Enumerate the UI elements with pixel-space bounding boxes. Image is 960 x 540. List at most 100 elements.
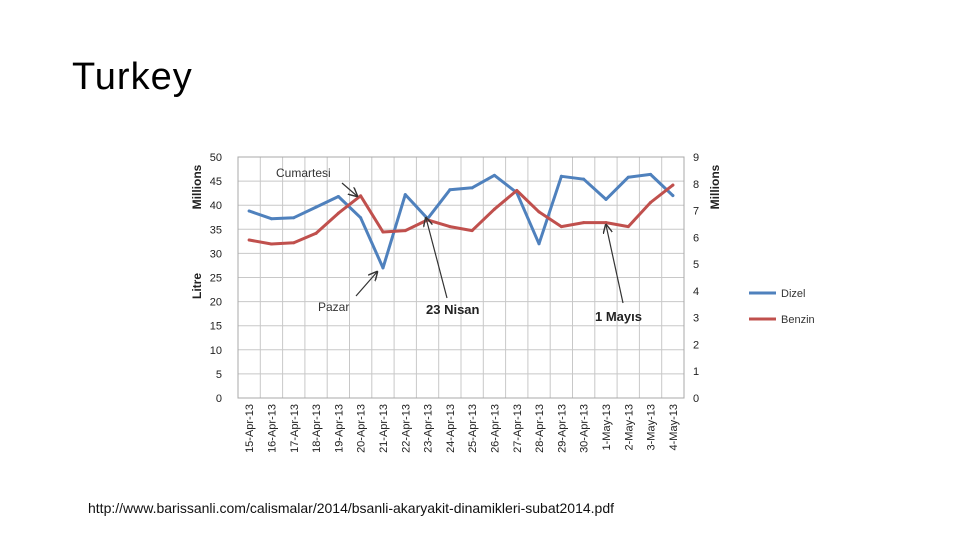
data-point-dizel [381, 266, 385, 270]
legend-dizel-label: Dizel [781, 288, 805, 300]
data-point-benzin [626, 225, 630, 229]
annotation-23-nisan-arrow [426, 218, 448, 299]
annotation-1-mayis-arrow [606, 225, 624, 304]
x-tick-label: 1-May-13 [601, 404, 613, 450]
left-tick-label: 30 [210, 248, 222, 260]
series-layer [247, 172, 675, 270]
data-point-dizel [626, 175, 630, 179]
x-tick-label: 2-May-13 [623, 404, 635, 450]
data-point-benzin [582, 221, 586, 225]
x-tick-label: 19-Apr-13 [333, 404, 345, 453]
x-tick-label: 22-Apr-13 [400, 404, 412, 453]
data-point-dizel [336, 195, 340, 199]
right-axis-unit: Millions [708, 164, 722, 209]
x-tick-label: 3-May-13 [646, 404, 658, 450]
x-tick-label: 15-Apr-13 [244, 404, 256, 453]
plot-frame [237, 156, 685, 399]
left-tick-label: 20 [210, 297, 222, 309]
data-point-dizel [448, 188, 452, 192]
data-point-dizel [559, 174, 563, 178]
x-tick-label: 23-Apr-13 [423, 404, 435, 453]
data-point-dizel [671, 194, 675, 198]
source-link[interactable]: http://www.barissanli.com/calismalar/201… [88, 500, 615, 516]
data-point-benzin [314, 231, 318, 235]
right-tick-label: 0 [693, 393, 699, 405]
right-tick-label: 1 [693, 366, 699, 378]
x-tick-label: 25-Apr-13 [467, 404, 479, 453]
data-point-benzin [336, 211, 340, 215]
data-point-benzin [247, 238, 251, 242]
data-point-benzin [559, 225, 563, 229]
data-point-benzin [470, 229, 474, 233]
left-tick-label: 0 [216, 393, 222, 405]
right-tick-label: 9 [693, 152, 699, 164]
data-point-dizel [582, 177, 586, 181]
data-point-dizel [604, 197, 608, 201]
data-point-benzin [359, 194, 363, 198]
x-tick-label: 21-Apr-13 [378, 404, 390, 453]
left-axis: 0 5 10 15 20 25 30 35 40 45 50 [210, 152, 222, 405]
left-tick-label: 40 [210, 200, 222, 212]
data-point-benzin [537, 210, 541, 214]
right-tick-label: 6 [693, 232, 699, 244]
data-point-benzin [492, 207, 496, 211]
data-point-benzin [448, 225, 452, 229]
x-tick-label: 4-May-13 [668, 404, 680, 450]
x-tick-label: 20-Apr-13 [356, 404, 368, 453]
right-tick-label: 4 [693, 286, 699, 298]
right-axis: 0 1 2 3 4 5 6 7 8 9 [693, 152, 699, 405]
left-tick-label: 45 [210, 176, 222, 188]
data-point-dizel [492, 173, 496, 177]
annotation-cumartesi: Cumartesi [276, 166, 331, 180]
x-tick-label: 18-Apr-13 [311, 404, 323, 453]
data-point-benzin [649, 201, 653, 205]
x-axis: 15-Apr-13 16-Apr-13 17-Apr-13 18-Apr-13 19-A… [244, 404, 680, 453]
x-tick-label: 27-Apr-13 [512, 404, 524, 453]
left-tick-label: 10 [210, 345, 222, 357]
data-point-benzin [671, 183, 675, 187]
series-line-dizel [247, 172, 675, 270]
legend-benzin-label: Benzin [781, 314, 815, 326]
data-point-dizel [314, 205, 318, 209]
data-point-dizel [403, 193, 407, 197]
annotation-23-nisan: 23 Nisan [426, 302, 480, 317]
data-point-benzin [515, 188, 519, 192]
right-tick-label: 8 [693, 179, 699, 191]
annotation-1-mayis: 1 Mayıs [595, 309, 642, 324]
x-tick-label: 29-Apr-13 [556, 404, 568, 453]
chart-grid [237, 156, 685, 399]
data-point-dizel [649, 172, 653, 176]
data-point-benzin [403, 229, 407, 233]
right-tick-label: 2 [693, 339, 699, 351]
left-tick-label: 35 [210, 224, 222, 236]
data-point-dizel [247, 209, 251, 213]
data-point-benzin [292, 241, 296, 245]
data-point-dizel [537, 242, 541, 246]
left-axis-title: Litre [190, 273, 204, 299]
data-point-benzin [269, 242, 273, 246]
annotation-cumartesi-arrow [341, 182, 357, 196]
x-tick-label: 16-Apr-13 [266, 404, 278, 453]
x-tick-label: 30-Apr-13 [579, 404, 591, 453]
legend: Dizel Benzin [749, 288, 815, 326]
right-tick-label: 5 [693, 259, 699, 271]
right-tick-label: 3 [693, 313, 699, 325]
data-point-dizel [292, 216, 296, 220]
left-tick-label: 25 [210, 273, 222, 285]
data-point-benzin [604, 221, 608, 225]
data-point-dizel [269, 217, 273, 221]
x-tick-label: 26-Apr-13 [489, 404, 501, 453]
data-point-dizel [470, 186, 474, 190]
x-tick-label: 24-Apr-13 [445, 404, 457, 453]
data-point-benzin [381, 230, 385, 234]
x-tick-label: 28-Apr-13 [534, 404, 546, 453]
left-tick-label: 15 [210, 321, 222, 333]
annotation-pazar: Pazar [318, 300, 349, 314]
annotation-pazar-arrow [355, 272, 377, 297]
series-line-benzin [247, 183, 675, 246]
annotations: Cumartesi Pazar 23 Nisan 1 Mayıs [276, 166, 642, 324]
right-tick-label: 7 [693, 206, 699, 218]
left-tick-label: 5 [216, 369, 222, 381]
x-tick-label: 17-Apr-13 [289, 404, 301, 453]
